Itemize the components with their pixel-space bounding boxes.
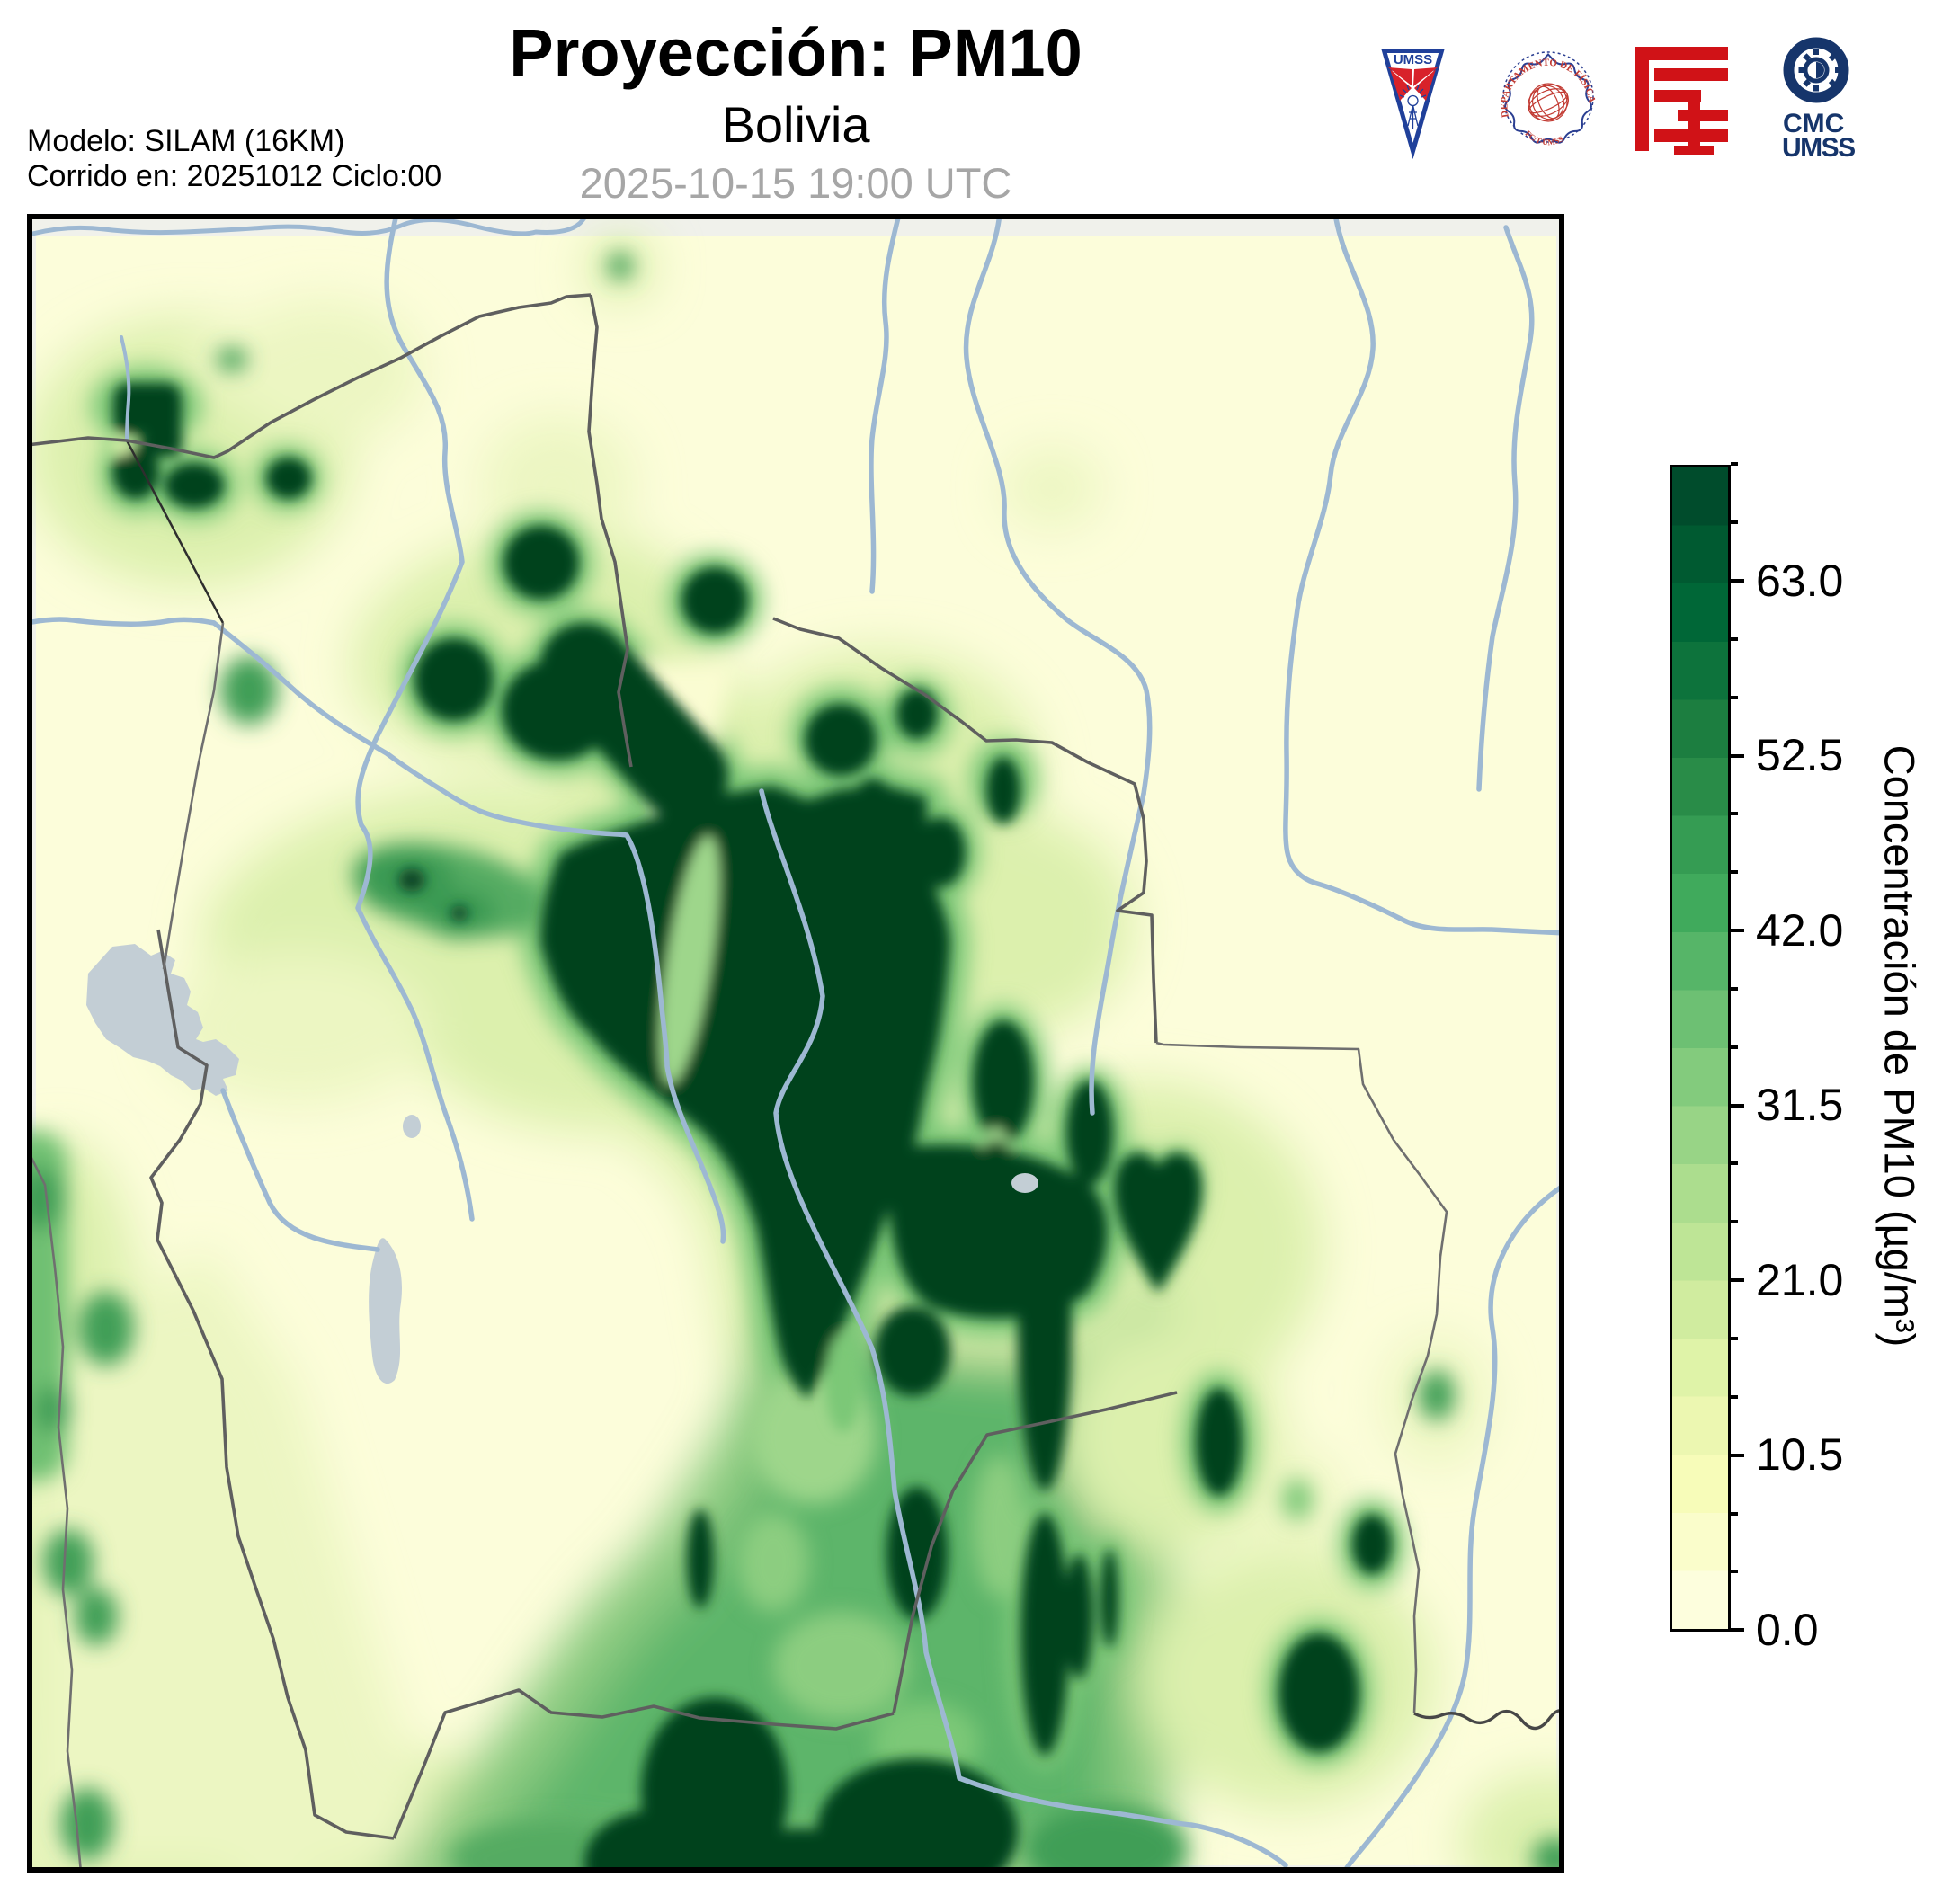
svg-text:CMC: CMC (1783, 109, 1844, 138)
svg-text:UMSS: UMSS (1394, 52, 1432, 67)
svg-text:UMSS: UMSS (1782, 133, 1855, 163)
